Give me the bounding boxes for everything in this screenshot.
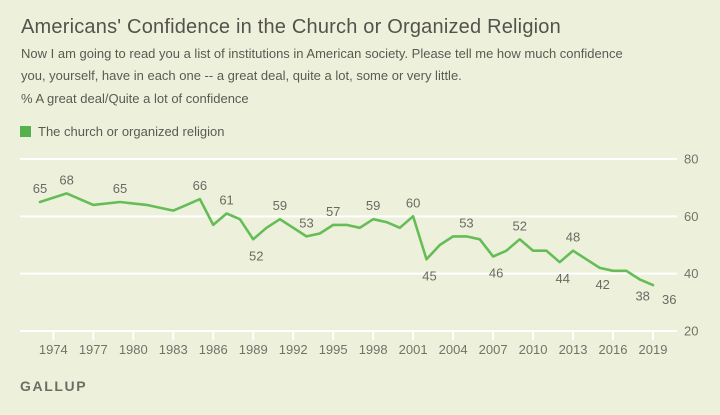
data-label-2013: 48 — [566, 230, 580, 245]
data-label-1989: 52 — [249, 248, 263, 263]
legend-swatch-icon — [20, 126, 31, 137]
data-label-2005: 53 — [459, 215, 473, 230]
y-axis-label-60: 60 — [684, 209, 698, 224]
survey-question: Now I am going to read you a list of ins… — [21, 43, 641, 87]
data-label-2002: 45 — [422, 268, 436, 283]
data-label-1975: 68 — [59, 172, 73, 187]
data-label-2001: 60 — [406, 195, 420, 210]
data-label-1995: 57 — [326, 204, 340, 219]
x-axis-label-1977: 1977 — [79, 342, 108, 357]
survey-question-line1: Now I am going to read you a list of ins… — [21, 46, 623, 61]
x-axis-label-2016: 2016 — [599, 342, 628, 357]
legend-label: The church or organized religion — [38, 124, 225, 139]
y-axis-label-40: 40 — [684, 266, 698, 281]
survey-question-line2: you, yourself, have in each one -- a gre… — [21, 68, 462, 83]
data-label-2018: 38 — [635, 288, 649, 303]
data-label-1979: 65 — [113, 181, 127, 196]
data-label-1985: 66 — [193, 178, 207, 193]
data-label-1991: 59 — [273, 198, 287, 213]
x-axis-label-2013: 2013 — [559, 342, 588, 357]
legend: The church or organized religion — [20, 124, 224, 139]
x-axis-label-1983: 1983 — [159, 342, 188, 357]
x-axis-label-2010: 2010 — [519, 342, 548, 357]
x-axis-label-1980: 1980 — [119, 342, 148, 357]
data-label-2007: 46 — [489, 265, 503, 280]
x-axis-label-1989: 1989 — [239, 342, 268, 357]
gallup-logo: GALLUP — [20, 378, 88, 394]
x-axis-label-2004: 2004 — [439, 342, 468, 357]
x-axis-label-1974: 1974 — [39, 342, 68, 357]
data-label-1998: 59 — [366, 198, 380, 213]
x-axis-label-1992: 1992 — [279, 342, 308, 357]
data-label-2019: 36 — [662, 292, 676, 307]
x-axis-label-1986: 1986 — [199, 342, 228, 357]
data-label-1993: 53 — [299, 215, 313, 230]
data-label-2015: 42 — [595, 277, 609, 292]
x-axis-label-2019: 2019 — [639, 342, 668, 357]
data-label-2012: 44 — [555, 271, 569, 286]
x-axis-label-1995: 1995 — [319, 342, 348, 357]
y-axis-label-80: 80 — [684, 152, 698, 167]
x-axis-label-2007: 2007 — [479, 342, 508, 357]
metric-label: % A great deal/Quite a lot of confidence — [21, 91, 249, 106]
data-line-church-confidence — [38, 192, 655, 287]
x-axis-label-1998: 1998 — [359, 342, 388, 357]
data-label-2009: 52 — [513, 218, 527, 233]
y-axis-label-20: 20 — [684, 324, 698, 339]
data-label-1987: 61 — [219, 192, 233, 207]
x-axis-label-2001: 2001 — [399, 342, 428, 357]
page-title: Americans' Confidence in the Church or O… — [21, 16, 561, 38]
data-label-1973: 65 — [33, 181, 47, 196]
